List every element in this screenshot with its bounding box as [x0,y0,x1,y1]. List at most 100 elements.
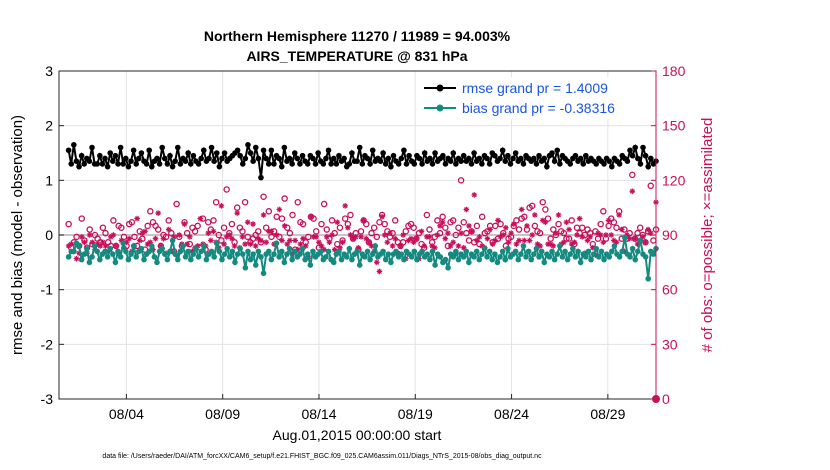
obs-assimilated-point [629,188,636,195]
rmse-point [304,161,311,167]
rmse-point [143,161,150,167]
rmse-point [385,155,392,162]
bias-point [146,248,152,255]
rmse-point [554,147,561,154]
bias-point [185,248,191,255]
bias-point [213,240,220,246]
asterisk-stroke [324,234,330,240]
obs-assimilated-point [516,237,522,244]
asterisk-stroke [456,243,461,249]
asterisk-stroke [97,243,103,249]
asterisk-stroke [553,230,559,236]
obs-possible-point [521,213,528,221]
obs-possible-point [531,222,539,230]
rmse-point [247,150,254,156]
obs-assimilated-point [376,268,383,275]
bias-point [195,254,202,260]
bias-point [154,259,160,266]
bias-point [190,251,197,257]
bias-point [588,256,594,263]
obs-possible-point [613,224,620,231]
asterisk-stroke [327,239,332,245]
y-tick-label-left: 3 [45,63,53,79]
rmse-point [388,163,394,170]
obs-assimilated-point [526,237,533,244]
asterisk-stroke [363,236,369,242]
obs-assimilated-point [136,237,143,244]
rmse-point [278,163,285,170]
rmse-point [403,161,410,167]
rmse-point [120,161,127,167]
obs-assimilated-point [397,243,404,249]
asterisk-stroke [585,238,590,243]
obs-possible-point [399,239,407,246]
bias-point [273,240,280,246]
rmse-point [268,147,275,154]
bias-point [291,248,298,255]
rmse-point [401,147,407,154]
rmse-point [419,161,425,167]
obs-assimilated-point [276,206,283,213]
obs-possible-point [102,229,109,237]
bias-point [393,248,399,255]
obs-assimilated-point [287,237,293,244]
obs-possible-point [565,235,573,242]
obs-possible-point [278,215,286,222]
bias-point [442,256,449,263]
bias-point [541,259,548,266]
asterisk-stroke [408,236,414,242]
bias-point [297,251,303,257]
rmse-point [624,158,631,164]
data-file-footer: data file: /Users/raeder/DAI/ATM_forcXX/… [102,453,542,460]
asterisk-stroke [413,236,419,242]
bias-point [460,254,467,260]
bias-point [78,256,85,263]
bias-point [546,254,553,260]
obs-assimilated-point [508,230,514,236]
bias-point [466,259,472,266]
bias-point [102,248,108,255]
obs-possible-point [402,228,410,235]
asterisk-stroke [242,241,248,247]
rmse-point [310,155,316,162]
bias-point [86,259,93,266]
bias-point [130,243,137,249]
rmse-point [497,155,503,162]
rmse-point [601,161,607,167]
y-axis-right-label: # of obs: o=possible; ×=assimilated [699,118,716,353]
obs-assimilated-point [331,246,338,253]
asterisk-stroke [377,269,382,274]
bias-point [169,237,176,244]
obs-possible-point [154,226,162,233]
obs-assimilated-point [474,237,480,244]
bias-point [94,248,101,255]
asterisk-stroke [279,238,285,243]
rmse-point [466,155,472,162]
bias-point [489,256,496,263]
obs-assimilated-point [387,230,393,236]
obs-assimilated-point [647,230,654,236]
bias-point [224,245,230,252]
legend: rmse grand pr = 1.4009 bias grand pr = -… [420,77,653,119]
rmse-point [312,161,319,167]
obs-assimilated-point [281,223,288,229]
bias-point [133,254,140,260]
obs-assimilated-point [181,221,188,227]
obs-possible-point [357,228,365,235]
rmse-point [642,152,649,159]
asterisk-stroke [113,243,119,249]
legend-rmse-label: rmse grand pr = 1.4009 [462,80,608,96]
asterisk-stroke [474,238,480,243]
bias-point [518,251,524,257]
asterisk-stroke [521,238,527,243]
obs-possible-point [212,198,220,206]
rmse-point [382,161,389,167]
obs-possible-point [191,228,199,235]
obs-possible-point [312,228,320,235]
obs-possible-point [455,224,462,231]
bias-point [276,254,282,260]
bias-point [494,259,501,266]
obs-endpoint-marker [652,395,660,403]
obs-assimilated-point [439,219,446,226]
obs-assimilated-point [463,206,470,213]
